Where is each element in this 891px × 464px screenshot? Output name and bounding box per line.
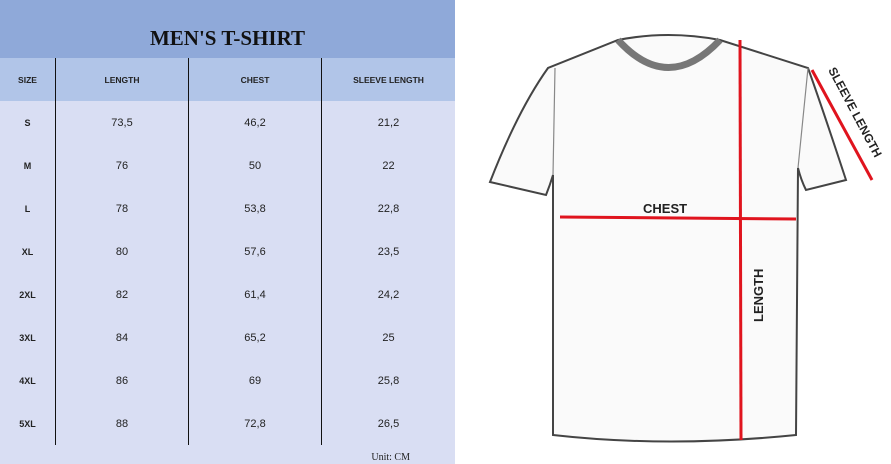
tshirt-outline [488,34,848,443]
cell-length: 86 [55,359,188,402]
cell-length: 78 [55,187,188,230]
cell-sleeve-length: 26,5 [321,402,455,445]
cell-sleeve-length: 24,2 [321,273,455,316]
table-title: MEN'S T-SHIRT [0,0,455,58]
table-row: 3XL 84 65,2 25 [0,316,455,359]
table-row: M 76 50 22 [0,144,455,187]
table-row: 5XL 88 72,8 26,5 [0,402,455,445]
cell-chest: 69 [188,359,321,402]
header-sleeve-length: SLEEVE LENGTH [321,58,455,101]
length-line [738,39,743,441]
cell-size: S [24,117,31,128]
tshirt-diagram: CHEST LENGTH SLEEVE LENGTH [488,34,885,443]
cell-length: 82 [55,273,188,316]
cell-length: 88 [55,402,188,445]
cell-size: M [23,160,32,171]
header-length: LENGTH [55,58,188,101]
cell-chest: 57,6 [188,230,321,273]
cell-sleeve-length: 23,5 [321,230,455,273]
cell-length: 76 [55,144,188,187]
collar [615,37,723,71]
chest-line [559,215,797,221]
table-row: 2XL 82 61,4 24,2 [0,273,455,316]
chest-label: CHEST [643,201,687,216]
cell-chest: 65,2 [188,316,321,359]
table-row: 4XL 86 69 25,8 [0,359,455,402]
cell-length: 73,5 [55,101,188,144]
cell-chest: 50 [188,144,321,187]
header-row: SIZE LENGTH CHEST SLEEVE LENGTH [0,58,455,101]
size-chart-table: MEN'S T-SHIRT SIZE LENGTH CHEST SLEEVE L… [0,0,455,464]
cell-sleeve-length: 25 [321,316,455,359]
cell-chest: 46,2 [188,101,321,144]
table-row: S 73,5 46,2 21,2 [0,101,455,144]
header-chest: CHEST [188,58,321,101]
sleeve-line [810,69,874,181]
table-row: L 78 53,8 22,8 [0,187,455,230]
length-label: LENGTH [751,269,766,322]
header-size: SIZE [18,74,37,85]
cell-length: 80 [55,230,188,273]
unit-note: Unit: CM [371,452,410,463]
table-row: XL 80 57,6 23,5 [0,230,455,273]
cell-sleeve-length: 22,8 [321,187,455,230]
cell-size: 3XL [19,332,36,343]
cell-sleeve-length: 25,8 [321,359,455,402]
cell-chest: 53,8 [188,187,321,230]
cell-chest: 61,4 [188,273,321,316]
cell-size: 4XL [19,375,36,386]
cell-length: 84 [55,316,188,359]
cell-size: 2XL [19,289,36,300]
cell-sleeve-length: 22 [321,144,455,187]
cell-size: L [24,203,31,214]
cell-chest: 72,8 [188,402,321,445]
cell-size: 5XL [19,418,36,429]
cell-sleeve-length: 21,2 [321,101,455,144]
cell-size: XL [21,246,34,257]
